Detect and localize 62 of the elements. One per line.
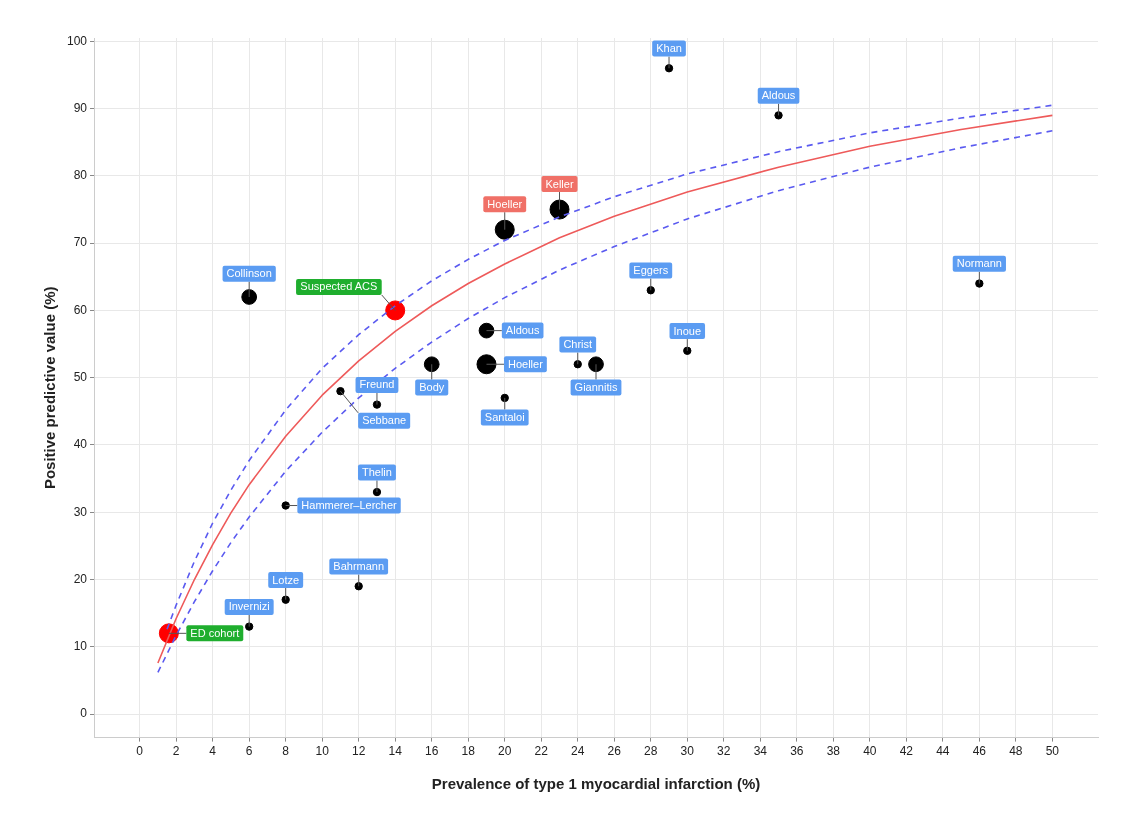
x-tick-label: 26 — [607, 744, 622, 759]
y-tick-label: 40 — [73, 437, 88, 452]
data-label: Hammerer–Lercher — [301, 499, 398, 512]
y-tick-label: 80 — [73, 168, 88, 183]
x-tick-label: 24 — [571, 744, 585, 759]
x-tick-label: 38 — [826, 744, 841, 759]
data-label: Collinson — [226, 267, 272, 280]
x-tick-label: 6 — [245, 744, 253, 759]
data-label: Santaloi — [484, 411, 525, 424]
data-label: Eggers — [633, 264, 669, 277]
data-label: Body — [419, 381, 445, 394]
data-label: Hoeller — [487, 197, 523, 210]
data-label: Aldous — [761, 89, 796, 102]
y-tick-label: 60 — [73, 302, 88, 317]
y-tick-label: 50 — [73, 370, 88, 385]
data-label: Suspected ACS — [300, 280, 378, 293]
data-label: Aldous — [505, 324, 540, 337]
data-label: Normann — [956, 257, 1002, 270]
x-tick-label: 12 — [352, 744, 366, 759]
y-tick-label: 90 — [73, 100, 88, 115]
data-label: Thelin — [361, 465, 392, 478]
x-tick-label: 16 — [425, 744, 439, 759]
y-tick-label: 20 — [73, 571, 88, 586]
x-tick-label: 10 — [315, 744, 330, 759]
x-tick-label: 48 — [1009, 744, 1023, 759]
data-label: Bahrmann — [333, 560, 385, 573]
data-label: Lotze — [272, 573, 300, 586]
x-tick-label: 4 — [209, 744, 217, 759]
data-label: Giannitis — [574, 381, 618, 394]
data-label: Hoeller — [507, 357, 544, 370]
x-tick-label: 28 — [644, 744, 658, 759]
y-tick-label: 10 — [73, 639, 88, 654]
x-tick-label: 46 — [972, 744, 987, 759]
x-tick-label: 50 — [1045, 744, 1060, 759]
y-tick-label: 30 — [73, 504, 88, 519]
x-tick-label: 22 — [534, 744, 549, 759]
data-label: Sebbane — [362, 414, 407, 427]
x-tick-label: 32 — [717, 744, 731, 759]
x-tick-label: 34 — [753, 744, 768, 759]
x-tick-label: 20 — [498, 744, 512, 759]
data-label: Christ — [563, 338, 593, 351]
x-tick-label: 44 — [936, 744, 950, 759]
x-axis-title: Prevalence of type 1 myocardial infarction (%) — [431, 775, 761, 793]
x-tick-label: 36 — [790, 744, 804, 759]
y-tick-label: 70 — [73, 235, 88, 250]
data-label: Freund — [359, 378, 395, 391]
x-tick-label: 40 — [863, 744, 877, 759]
x-tick-label: 42 — [899, 744, 914, 759]
x-tick-label: 30 — [680, 744, 695, 759]
x-tick-label: 2 — [172, 744, 180, 759]
x-tick-label: 14 — [388, 744, 403, 759]
x-tick-label: 18 — [461, 744, 476, 759]
data-label: ED cohort — [190, 626, 240, 639]
data-label: Keller — [545, 177, 574, 190]
y-tick-label: 0 — [80, 706, 88, 721]
y-axis-title: Positive predictive value (%) — [41, 286, 59, 490]
x-tick-label: 0 — [136, 744, 144, 759]
data-label: Inoue — [673, 324, 702, 337]
x-tick-label: 8 — [282, 744, 290, 759]
y-tick-label: 100 — [66, 33, 88, 48]
data-label: Invernizi — [228, 600, 270, 613]
data-label: Khan — [656, 42, 682, 55]
